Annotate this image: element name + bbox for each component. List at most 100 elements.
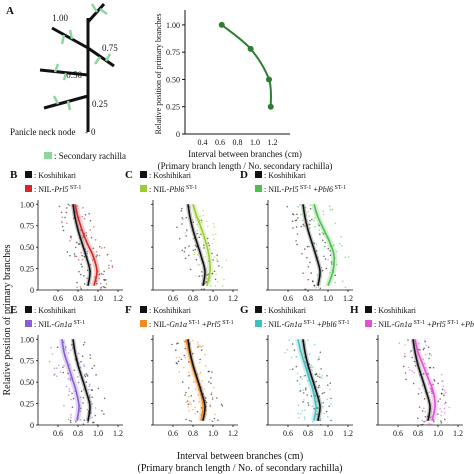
raw-point: [201, 275, 203, 277]
raw-point: [193, 253, 195, 256]
raw-point: [206, 225, 209, 228]
raw-point: [330, 403, 332, 406]
raw-point: [325, 410, 328, 413]
raw-point: [326, 374, 328, 377]
raw-point: [88, 396, 91, 399]
raw-point: [195, 245, 198, 248]
raw-point: [176, 226, 178, 229]
raw-point: [311, 280, 314, 282]
raw-point: [185, 391, 187, 394]
raw-point: [318, 358, 320, 360]
x-tick-label: 1.0: [208, 294, 218, 303]
raw-point: [424, 353, 427, 356]
raw-point: [62, 229, 65, 232]
panel-d: D: Koshihikari: NIL-Prl5 ST-1 +Pbl6 ST-1…: [240, 169, 353, 303]
raw-point: [223, 278, 225, 281]
legend-gene: Gn1a: [54, 320, 72, 329]
raw-point: [424, 410, 427, 413]
raw-point: [175, 362, 178, 364]
raw-point: [422, 373, 425, 375]
raw-point: [299, 376, 302, 378]
x-tick-label: 0.6: [168, 294, 178, 303]
raw-point: [425, 420, 427, 422]
raw-point: [75, 241, 78, 244]
legend-swatch: [25, 185, 32, 192]
fit-line: [185, 339, 204, 421]
raw-point: [221, 404, 224, 407]
raw-point: [91, 389, 94, 391]
raw-point: [443, 392, 445, 395]
raw-point: [190, 403, 193, 405]
raw-point: [404, 372, 407, 374]
raw-point: [318, 229, 320, 231]
raw-point: [418, 387, 421, 390]
raw-point: [79, 407, 82, 410]
legend-label: : NIL-Gn1a ST-1 +Prl5 ST-1: [149, 320, 234, 329]
raw-point: [302, 389, 304, 391]
confidence-band: [412, 339, 439, 421]
raw-point: [64, 346, 67, 348]
raw-point: [306, 394, 308, 396]
raw-point: [214, 233, 217, 235]
raw-point: [301, 219, 304, 222]
raw-point: [313, 219, 315, 222]
raw-point: [82, 423, 85, 426]
panel-letter: F: [125, 304, 132, 316]
raw-point: [97, 387, 100, 390]
raw-point: [403, 352, 406, 355]
raw-point: [286, 205, 289, 208]
raw-point: [322, 233, 325, 235]
raw-point: [303, 248, 306, 250]
raw-point: [430, 354, 433, 357]
legend-text: : Koshihikari: [34, 306, 77, 315]
raw-point: [96, 282, 98, 285]
raw-point: [304, 387, 307, 389]
raw-point: [295, 226, 298, 228]
raw-point: [323, 255, 325, 258]
raw-point: [220, 403, 223, 406]
raw-point: [322, 401, 324, 404]
legend-text: : NIL-: [34, 320, 55, 329]
raw-point: [309, 219, 311, 222]
raw-point: [175, 356, 178, 359]
raw-point: [421, 419, 423, 422]
raw-point: [189, 268, 192, 271]
raw-point: [301, 378, 304, 380]
x-tick-label: 0.8: [413, 429, 423, 438]
raw-point: [318, 384, 320, 387]
raw-point: [61, 221, 63, 223]
raw-point: [208, 244, 211, 247]
raw-point: [320, 266, 323, 269]
x-tick-label: 0.8: [188, 429, 198, 438]
raw-point: [326, 415, 329, 418]
raw-point: [315, 286, 318, 289]
raw-point: [199, 358, 201, 361]
raw-point: [184, 247, 187, 249]
raw-point: [316, 274, 319, 276]
raw-point: [183, 354, 186, 357]
raw-point: [211, 391, 213, 394]
raw-point: [213, 417, 216, 420]
raw-point: [319, 287, 322, 290]
raw-point: [303, 398, 305, 401]
raw-point: [306, 245, 309, 248]
raw-point: [311, 405, 314, 408]
legend-swatch: [140, 171, 147, 178]
y-tick-label: 0: [30, 286, 34, 295]
raw-point: [431, 392, 433, 395]
x-tick-label: 0.8: [303, 294, 313, 303]
raw-point: [411, 370, 413, 372]
raw-point: [105, 283, 108, 285]
data-point: [247, 45, 254, 52]
raw-point: [193, 251, 196, 254]
raw-point: [433, 378, 435, 381]
raw-point: [303, 416, 306, 418]
raw-point: [320, 368, 322, 370]
raw-point: [106, 253, 109, 256]
legend-label: : Koshihikari: [149, 306, 192, 315]
raw-point: [53, 374, 55, 376]
raw-point: [181, 249, 184, 252]
raw-point: [103, 413, 105, 415]
raw-point: [300, 213, 302, 216]
legend-text: : NIL-: [374, 320, 395, 329]
